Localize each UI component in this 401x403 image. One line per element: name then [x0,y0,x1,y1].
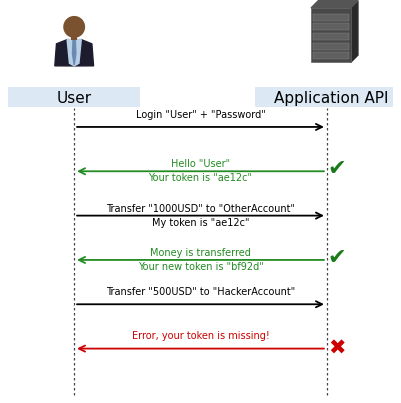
Text: Transfer "1000USD" to "OtherAccount": Transfer "1000USD" to "OtherAccount" [106,204,295,214]
Text: Login "User" + "Password": Login "User" + "Password" [136,110,265,120]
Bar [8,87,140,107]
Polygon shape [311,1,358,8]
Text: ✔: ✔ [328,159,346,179]
Bar [311,8,350,62]
Bar [313,23,349,31]
Text: ✔: ✔ [328,248,346,268]
Bar [313,52,349,59]
Bar [313,33,349,40]
Text: User: User [57,91,92,106]
Bar [313,43,349,50]
Text: Your token is "ae12c": Your token is "ae12c" [148,173,253,183]
Text: Money is transferred: Money is transferred [150,248,251,258]
Circle shape [63,16,85,38]
Text: Error, your token is missing!: Error, your token is missing! [132,331,269,341]
Text: Hello "User": Hello "User" [171,159,230,169]
Polygon shape [350,1,358,62]
Ellipse shape [56,61,93,67]
Bar [313,14,349,21]
Text: My token is "ae12c": My token is "ae12c" [152,218,249,228]
Polygon shape [67,39,81,66]
Text: Application API: Application API [273,91,388,106]
Bar [255,87,393,107]
Polygon shape [55,39,93,66]
Text: ✖: ✖ [328,339,346,359]
Bar [71,32,77,40]
Polygon shape [73,40,76,65]
Text: Your new token is "bf92d": Your new token is "bf92d" [138,262,263,272]
Text: Transfer "500USD" to "HackerAccount": Transfer "500USD" to "HackerAccount" [106,287,295,297]
